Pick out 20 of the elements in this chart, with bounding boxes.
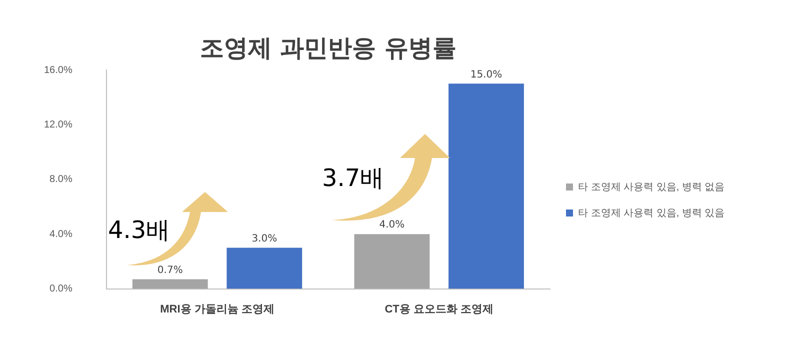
y-tick-label: 16.0% xyxy=(44,64,72,76)
chart-title: 조영제 과민반응 유병률 xyxy=(200,34,457,62)
data-label: 4.0% xyxy=(379,220,405,231)
bar xyxy=(132,279,208,289)
legend-label: 타 조영제 사용력 있음, 병력 있음 xyxy=(578,208,725,219)
data-label: 0.7% xyxy=(157,264,183,276)
annotation: 3.7배 xyxy=(322,164,384,192)
bar xyxy=(448,84,524,289)
legend-label: 타 조영제 사용력 있음, 병력 없음 xyxy=(578,182,725,193)
data-label: 3.0% xyxy=(252,233,278,244)
data-label: 15.0% xyxy=(470,69,502,80)
bar xyxy=(354,234,430,289)
annotation: 4.3배 xyxy=(108,216,170,244)
y-tick-label: 4.0% xyxy=(50,228,72,240)
y-tick-label: 0.0% xyxy=(50,284,72,295)
y-tick-label: 12.0% xyxy=(44,119,72,130)
x-tick-label: CT용 요오드화 조영제 xyxy=(384,303,494,316)
x-tick-label: MRI용 가돌리늄 조영제 xyxy=(160,303,274,316)
y-tick-label: 8.0% xyxy=(50,174,72,186)
bar xyxy=(226,248,302,289)
